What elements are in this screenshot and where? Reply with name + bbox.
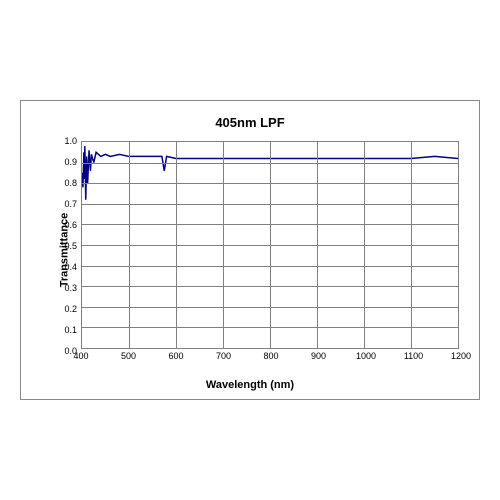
y-tick-label: 0.9 [64,157,77,167]
x-axis-label: Wavelength (nm) [21,379,479,391]
gridline-v [411,142,412,348]
x-tick-label: 1200 [451,351,471,361]
gridline-v [270,142,271,348]
x-tick-label: 600 [168,351,183,361]
x-tick-label: 500 [121,351,136,361]
y-tick-label: 0.4 [64,262,77,272]
gridline-v [364,142,365,348]
gridline-v [223,142,224,348]
gridline-v [317,142,318,348]
y-tick-label: 0.2 [64,304,77,314]
x-tick-label: 1000 [356,351,376,361]
gridline-v [129,142,130,348]
y-tick-label: 0.3 [64,283,77,293]
x-tick-label: 700 [216,351,231,361]
y-tick-label: 0.6 [64,220,77,230]
y-tick-label: 0.1 [64,325,77,335]
x-tick-label: 800 [263,351,278,361]
gridline-v [176,142,177,348]
x-tick-label: 900 [311,351,326,361]
plot-area [81,141,459,349]
x-tick-label: 400 [73,351,88,361]
y-tick-label: 0.8 [64,178,77,188]
y-tick-label: 0.5 [64,241,77,251]
chart-title: 405nm LPF [21,115,479,130]
x-tick-label: 1100 [404,351,423,361]
y-tick-label: 0.7 [64,199,77,209]
y-tick-label: 1.0 [64,136,77,146]
chart-container: 405nm LPF Transmittance Wavelength (nm) … [20,100,480,400]
